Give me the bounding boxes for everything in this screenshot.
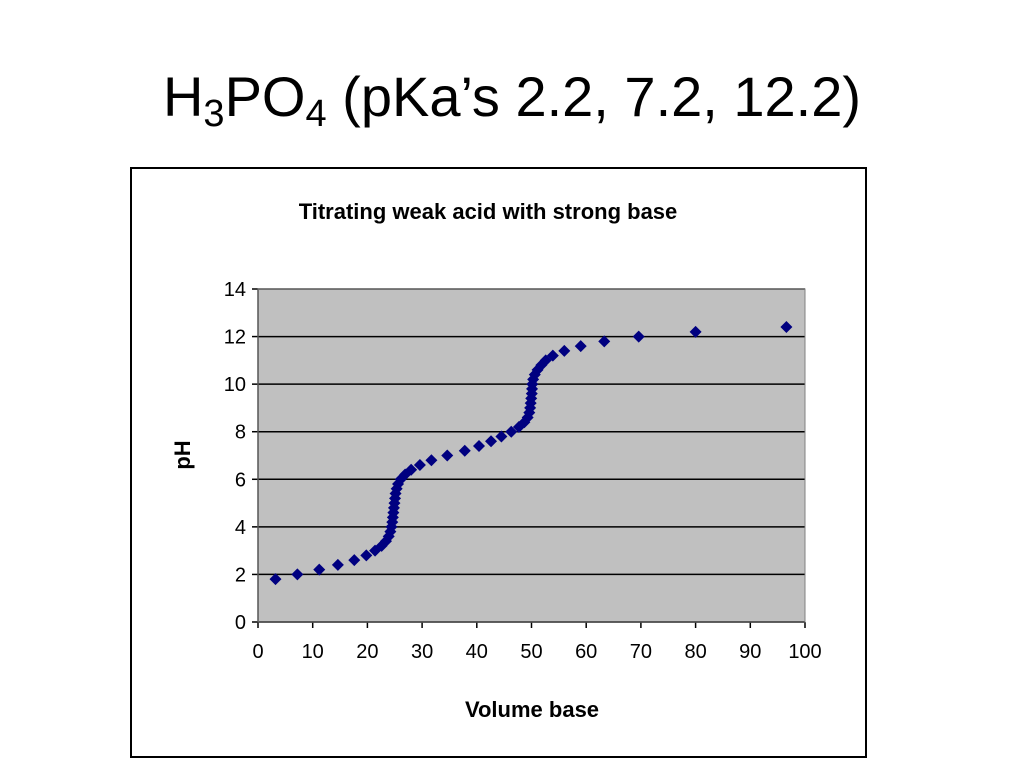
data-point [485,435,498,448]
x-tick-label: 0 [252,641,263,663]
data-point [558,344,571,357]
data-point [405,463,418,476]
data-point [269,573,282,586]
slide-title: H3PO4 (pKa’s 2.2, 7.2, 12.2) [0,62,1024,135]
y-tick-label: 12 [224,327,246,349]
y-tick-label: 4 [235,517,246,539]
data-point [689,325,702,338]
x-tick-label: 80 [684,641,706,663]
plot-area: 0 2 4 6 8 10 12 14 0 10 20 30 40 50 60 70 80 90 100 [224,279,822,663]
x-tick-label: 50 [520,641,542,663]
x-axis-label: Volume base [465,697,599,722]
chart-frame: Titrating weak acid with strong base 0 2 4… [130,167,867,758]
x-tick-label: 60 [575,641,597,663]
title-mid-text: PO [224,65,306,128]
data-point [780,321,793,334]
data-point [331,558,344,571]
x-tick-label: 20 [356,641,378,663]
x-tick-label: 90 [739,641,761,663]
y-tick-label: 8 [235,422,246,444]
data-point [546,349,559,362]
y-axis-label: pH [170,440,195,469]
data-point [518,416,531,429]
title-rest-text: (pKa’s 2.2, 7.2, 12.2) [326,65,862,128]
data-point [441,449,454,462]
data-point [348,554,361,567]
titration-chart: Titrating weak acid with strong base 0 2 4… [170,199,822,722]
data-point [632,330,645,343]
data-point [291,568,304,581]
x-tick-label: 10 [302,641,324,663]
data-point [379,535,392,548]
data-point [495,430,508,443]
plot-background [258,289,805,622]
plot-border [257,288,806,623]
data-point [360,549,373,562]
data-point [598,335,611,348]
x-tick-label: 30 [411,641,433,663]
data-point [425,454,438,467]
y-tick-label: 0 [235,612,246,634]
data-point [521,411,534,424]
y-tick-label: 14 [224,279,246,301]
x-tick-label: 70 [630,641,652,663]
data-point [505,425,518,438]
data-point [472,439,485,452]
x-tick-label: 40 [466,641,488,663]
data-point [574,340,587,353]
x-tick-label: 100 [788,641,821,663]
title-main-text: H [162,65,204,128]
title-subscript-4: 4 [305,93,327,135]
y-tick-label: 6 [235,469,246,491]
data-point [413,459,426,472]
y-tick-label: 10 [224,374,246,396]
data-point [313,563,326,576]
y-tick-label: 2 [235,564,246,586]
chart-title: Titrating weak acid with strong base [299,199,678,224]
data-point [369,544,382,557]
data-point [458,444,471,457]
title-subscript-3: 3 [203,93,225,135]
